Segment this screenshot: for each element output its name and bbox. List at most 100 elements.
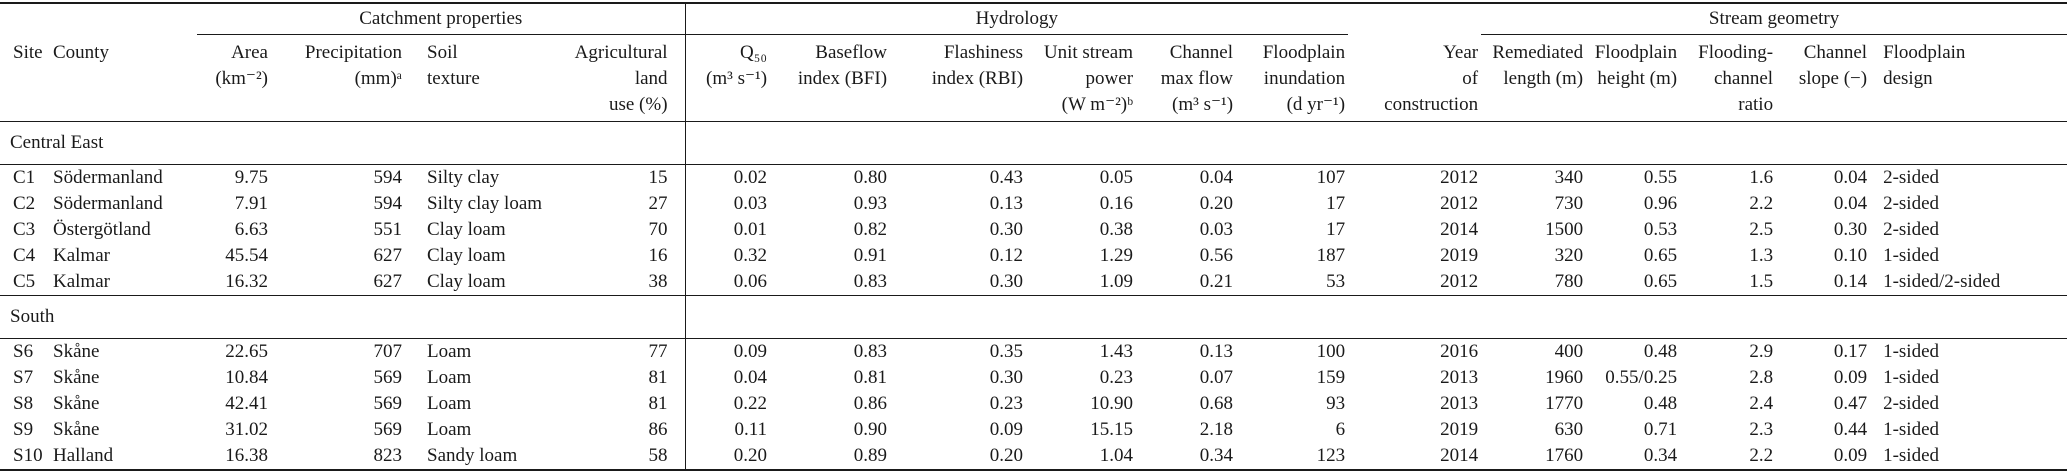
table-row: C4 Kalmar 45.54 627 Clay loam 16 0.32 0.91 0.12 1… [0,243,2067,269]
cell-rbi: 0.43 [989,167,1024,188]
col-header-site: Site [0,34,50,122]
cell-bfi: 0.89 [853,445,888,466]
cell-slope: 0.10 [1833,245,1868,266]
cell-inund: 107 [1316,167,1346,188]
cell-county: Skåne [53,367,100,388]
cell-county: Östergötland [53,219,151,240]
cell-design: 1-sided/2-sided [1883,271,2001,292]
cell-usp: 0.38 [1099,219,1134,240]
cell-bfi: 0.93 [853,193,888,214]
cell-soil: Loam [427,367,472,388]
cell-agri: 86 [565,417,686,443]
col-header-channel-slope: Channel slope (−) [1776,34,1871,122]
cell-remlen: 730 [1554,193,1584,214]
table-row: C1 Södermanland 9.75 594 Silty clay 15 0.02 0.8… [0,164,2067,191]
cell-site: S7 [13,367,34,388]
cell-year: 2016 [1440,341,1479,362]
cell-county: Södermanland [53,167,163,188]
cell-county: Skåne [53,419,100,440]
cell-slope: 0.30 [1833,219,1868,240]
table-row: S8 Skåne 42.41 569 Loam 81 0.22 0.86 0.23 10.90 0.… [0,391,2067,417]
cell-remlen: 630 [1554,419,1584,440]
cell-fph: 0.53 [1643,219,1678,240]
cell-soil: Loam [427,341,472,362]
group-header-catchment-properties: Catchment properties [197,3,686,35]
cell-q50: 0.06 [733,271,768,292]
cell-precip: 569 [373,393,403,414]
cell-cmf: 0.20 [1199,193,1234,214]
cell-site: C4 [13,245,36,266]
cell-q50: 0.09 [733,341,768,362]
section-row: South [0,295,2067,339]
cell-rbi: 0.23 [989,393,1024,414]
cell-rbi: 0.12 [989,245,1024,266]
cell-ratio: 2.9 [1749,341,1774,362]
cell-ratio: 2.8 [1749,367,1774,388]
cell-inund: 159 [1316,367,1346,388]
cell-soil: Clay loam [427,219,506,240]
group-spacer-year [1348,3,1481,35]
col-header-precipitation: Precipitation (mm)ᵃ [270,34,404,122]
column-header-row: Site County Area (km⁻²) Precipitation (m… [0,34,2067,122]
table-row: C2 Södermanland 7.91 594 Silty clay loam 27 0.… [0,191,2067,217]
cell-precip: 707 [373,341,403,362]
cell-inund: 53 [1326,271,1346,292]
cell-area: 22.65 [225,341,268,362]
cell-soil: Sandy loam [427,445,518,466]
cell-precip: 551 [373,219,403,240]
table-row: S9 Skåne 31.02 569 Loam 86 0.11 0.90 0.09 15.15 2.… [0,417,2067,443]
cell-usp: 10.90 [1090,393,1134,414]
cell-area: 31.02 [225,419,268,440]
section-filler [685,121,2067,165]
cell-precip: 569 [373,419,403,440]
cell-soil: Loam [427,419,472,440]
cell-year: 2014 [1440,445,1479,466]
cell-county: Skåne [53,341,100,362]
cell-county: Skåne [53,393,100,414]
cell-fph: 0.65 [1643,271,1678,292]
table-row: S7 Skåne 10.84 569 Loam 81 0.04 0.81 0.30 0.23 0.0… [0,365,2067,391]
cell-inund: 123 [1316,445,1346,466]
cell-inund: 17 [1326,193,1346,214]
cell-ratio: 2.4 [1749,393,1774,414]
cell-precip: 627 [373,271,403,292]
cell-q50: 0.32 [733,245,768,266]
cell-remlen: 340 [1554,167,1584,188]
cell-agri: 15 [565,164,686,191]
cell-rbi: 0.09 [989,419,1024,440]
cell-fph: 0.34 [1643,445,1678,466]
cell-soil: Clay loam [427,245,506,266]
cell-slope: 0.04 [1833,167,1868,188]
cell-area: 16.38 [225,445,268,466]
cell-ratio: 2.3 [1749,419,1774,440]
cell-design: 1-sided [1883,367,1940,388]
section-row: Central East [0,121,2067,165]
cell-usp: 0.05 [1099,167,1134,188]
cell-design: 2-sided [1883,219,1940,240]
table-row: C3 Östergötland 6.63 551 Clay loam 70 0.01 0.82… [0,217,2067,243]
section-label: Central East [0,121,686,165]
cell-site: C5 [13,271,36,292]
group-header-stream-geometry: Stream geometry [1481,3,2067,35]
cell-bfi: 0.81 [853,367,888,388]
cell-area: 6.63 [234,219,268,240]
cell-q50: 0.20 [733,445,768,466]
cell-design: 2-sided [1883,193,1940,214]
cell-ratio: 2.2 [1749,193,1774,214]
cell-agri: 16 [565,243,686,269]
section-filler [685,295,2067,339]
cell-soil: Loam [427,393,472,414]
col-header-remediated-length: Remediated length (m) [1481,34,1587,122]
cell-soil: Silty clay loam [427,193,543,214]
cell-year: 2014 [1440,219,1479,240]
table-head: Catchment properties Hydrology Stream ge… [0,3,2067,122]
cell-agri: 81 [565,391,686,417]
cell-design: 2-sided [1883,393,1940,414]
cell-county: Kalmar [53,245,110,266]
cell-fph: 0.71 [1643,419,1678,440]
table-row: S6 Skåne 22.65 707 Loam 77 0.09 0.83 0.35 1.43 0.1… [0,338,2067,365]
cell-slope: 0.17 [1833,341,1868,362]
cell-area: 7.91 [234,193,268,214]
cell-site: S10 [13,445,43,466]
